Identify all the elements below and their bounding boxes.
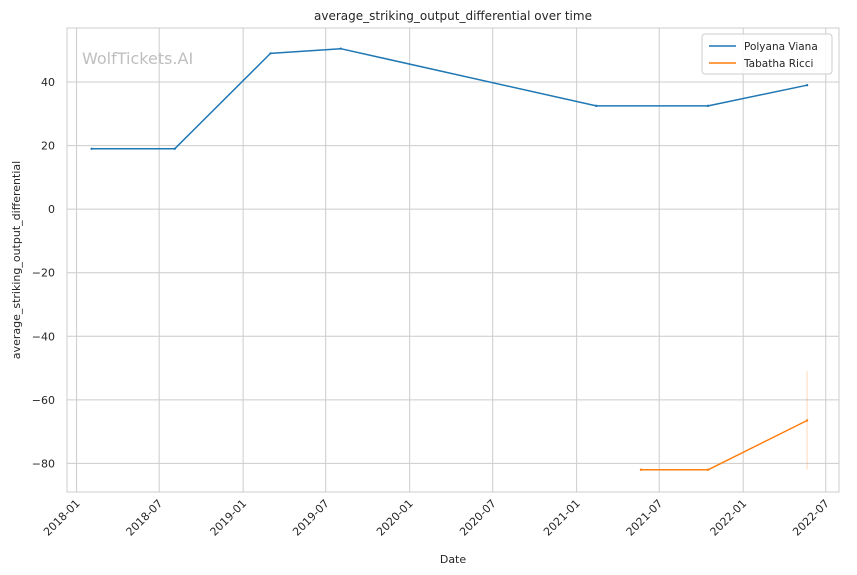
y-axis-label: average_striking_output_differential: [10, 161, 23, 359]
data-point-tabatha-ricci: [706, 468, 710, 471]
data-point-polyana-viana: [173, 147, 176, 150]
chart-title: average_striking_output_differential ove…: [314, 9, 592, 23]
y-tick-label: −60: [32, 394, 55, 407]
legend: Polyana Viana Tabatha Ricci: [701, 33, 833, 75]
legend-label-polyana-viana: Polyana Viana: [744, 41, 818, 53]
y-tick-label: −80: [32, 457, 55, 470]
data-point-polyana-viana: [90, 147, 93, 150]
x-axis-label: Date: [440, 553, 467, 566]
y-gridlines: [67, 81, 839, 464]
data-point-polyana-viana: [805, 84, 809, 87]
watermark: WolfTickets.AI: [82, 49, 193, 68]
x-gridlines: [76, 28, 827, 492]
series-layer: [90, 47, 809, 471]
plot-area-border: [66, 27, 840, 493]
y-tick-label: 0: [48, 203, 55, 216]
y-tick-labels: 40 20 0 −20 −40 −60 −80: [32, 76, 55, 470]
legend-label-tabatha-ricci: Tabatha Ricci: [743, 58, 813, 70]
data-point-polyana-viana: [339, 47, 342, 50]
y-tick-label: 40: [41, 76, 55, 89]
data-point-polyana-viana: [706, 104, 710, 108]
y-tick-label: −20: [32, 267, 55, 280]
data-point-polyana-viana: [595, 104, 598, 108]
legend-box: [701, 33, 833, 75]
y-tick-label: 20: [41, 140, 55, 153]
y-tick-label: −40: [32, 330, 55, 343]
data-point-tabatha-ricci: [805, 419, 809, 422]
data-point-tabatha-ricci: [639, 468, 643, 471]
data-point-polyana-viana: [269, 52, 272, 55]
